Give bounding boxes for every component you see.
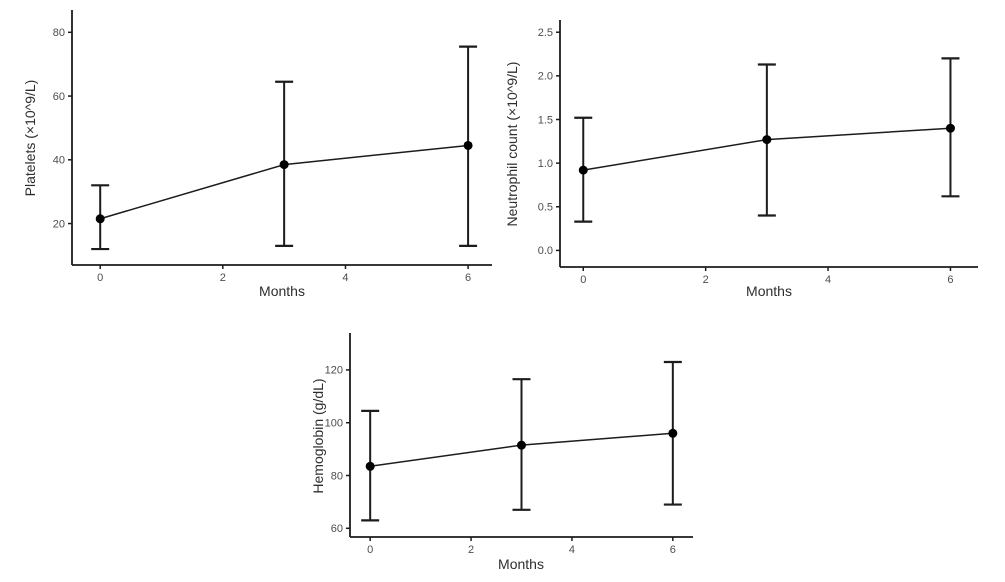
y-tick-label: 1.5 [538,114,553,126]
y-tick-label: 60 [53,91,65,103]
x-tick-label: 2 [468,544,474,556]
platelets-y-axis-title: Platelets (×10^9/L) [22,79,38,197]
y-tick-label: 0.5 [538,202,553,214]
y-tick-label: 80 [53,27,65,39]
neutrophil-x-axis-title: Months [746,283,792,299]
y-tick-label: 20 [53,218,65,230]
x-tick-label: 4 [569,544,575,556]
y-tick-label: 1.0 [538,158,553,170]
y-tick-label: 40 [53,155,65,167]
y-tick-label: 80 [331,470,343,482]
mean-point [945,123,955,133]
y-tick-label: 2.0 [538,71,553,83]
mean-point [578,165,588,175]
neutrophil-count-chart: 0.0 0.5 1.0 1.5 2.0 2.5 0 2 4 6 [538,20,978,286]
hemoglobin-chart: 60 80 100 120 0 2 4 6 [325,333,693,556]
y-tick-label: 60 [331,523,343,535]
hemoglobin-y-axis-title: Hemoglobin (g/dL) [310,378,326,494]
x-tick-label: 6 [947,274,953,286]
mean-point [762,135,772,145]
neutrophil-y-axis-title: Neutrophil count (×10^9/L) [504,61,520,227]
x-tick-label: 4 [342,272,348,284]
platelets-x-axis-title: Months [259,283,305,299]
x-tick-label: 0 [580,274,586,286]
x-tick-label: 2 [220,272,226,284]
mean-point [463,140,473,150]
y-tick-label: 0.0 [538,245,553,257]
x-tick-label: 6 [670,544,676,556]
mean-point [279,160,289,170]
x-tick-label: 0 [367,544,373,556]
hemoglobin-x-axis-title: Months [498,556,544,572]
mean-point [517,440,526,450]
x-tick-label: 0 [97,272,103,284]
mean-point [95,214,105,224]
x-tick-label: 6 [465,272,471,284]
mean-point [365,461,375,471]
y-tick-label: 100 [325,418,343,430]
y-tick-label: 2.5 [538,27,553,39]
x-tick-label: 4 [825,274,831,286]
platelets-chart: 20 40 60 80 0 2 4 6 [53,10,492,284]
x-tick-label: 2 [703,274,709,286]
y-tick-label: 120 [325,365,343,377]
mean-point [668,428,678,438]
